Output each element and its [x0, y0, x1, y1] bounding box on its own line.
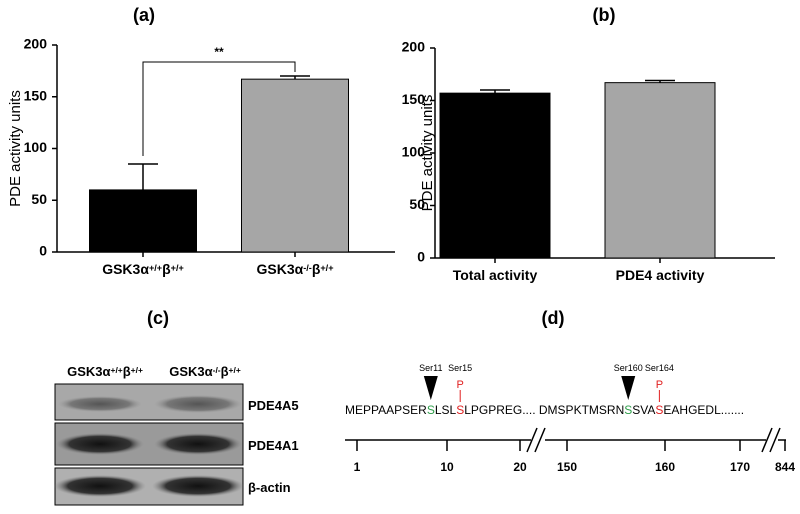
blot-image	[54, 383, 244, 506]
significance-bracket	[142, 61, 296, 157]
y-tick-label: 0	[39, 243, 47, 259]
scale-label: 150	[557, 460, 577, 474]
site-label: Ser15	[448, 363, 472, 373]
site-arrow	[423, 376, 438, 400]
chart-title: (b)	[593, 5, 616, 25]
sequence-segment: LPGPREG.... DMSPKTMSRN	[464, 403, 624, 417]
error-bar	[128, 163, 158, 190]
scale-label: 170	[730, 460, 750, 474]
y-tick-label: 200	[24, 36, 48, 52]
y-axis-label: PDE activity units	[419, 95, 436, 212]
bar	[604, 82, 716, 259]
sequence-segment: LSL	[435, 403, 457, 417]
site-arrow	[621, 376, 636, 400]
sequence-segment: SVA	[632, 403, 655, 417]
site-label: Ser160	[614, 363, 643, 373]
sequence-segment: S	[427, 403, 435, 417]
error-bar	[645, 79, 675, 83]
genotype-label: GSK3α-/-β+/+	[256, 261, 333, 277]
scale-label: 20	[513, 460, 527, 474]
y-tick-label: 50	[31, 191, 47, 207]
bar	[241, 78, 349, 253]
sequence-segment: S	[456, 403, 464, 417]
phospho-label: P	[457, 379, 464, 391]
significance-label: **	[214, 45, 224, 59]
bar	[439, 92, 551, 259]
panel-title: (c)	[147, 308, 169, 328]
genotype-label: GSK3α+/+β+/+	[102, 261, 184, 277]
y-tick-label: 100	[402, 144, 426, 160]
scale-label: 1	[354, 460, 361, 474]
genotype-label: GSK3α+/+β+/+	[67, 364, 143, 379]
blot-row-label: β-actin	[248, 480, 291, 495]
sequence-segment: S	[624, 403, 632, 417]
phospho-label: P	[656, 379, 663, 391]
blot-row-label: PDE4A5	[248, 398, 299, 413]
x-tick-label: PDE4 activity	[616, 267, 705, 283]
y-tick-label: 50	[409, 196, 425, 212]
bar	[89, 189, 197, 253]
scale-label: 160	[655, 460, 675, 474]
site-label: Ser164	[645, 363, 674, 373]
sequence-segment: S	[655, 403, 663, 417]
error-bar	[480, 89, 510, 94]
y-tick-label: 200	[402, 39, 426, 55]
y-tick-label: 0	[417, 249, 425, 265]
sequence-segment: MEPPAAPSER	[345, 403, 427, 417]
site-label: Ser11	[419, 363, 442, 373]
scale-label: 844	[775, 460, 795, 474]
sequence-scale	[345, 427, 786, 453]
y-tick-label: 100	[24, 139, 48, 155]
genotype-label: GSK3α-/-β+/+	[169, 364, 241, 379]
error-bar	[280, 75, 310, 80]
y-tick-label: 150	[402, 91, 426, 107]
x-tick-label: Total activity	[453, 267, 538, 283]
y-axis-label: PDE activity units	[7, 90, 24, 207]
sequence-segment: EAHGEDL.......	[663, 403, 744, 417]
scale-label: 10	[440, 460, 454, 474]
sequence: MEPPAAPSERSLSLSLPGPREG.... DMSPKTMSRNSSV…	[345, 403, 744, 417]
y-tick-label: 150	[24, 87, 48, 103]
chart-title: (a)	[133, 5, 155, 25]
panel-title: (d)	[542, 308, 565, 328]
blot-row-label: PDE4A1	[248, 438, 299, 453]
